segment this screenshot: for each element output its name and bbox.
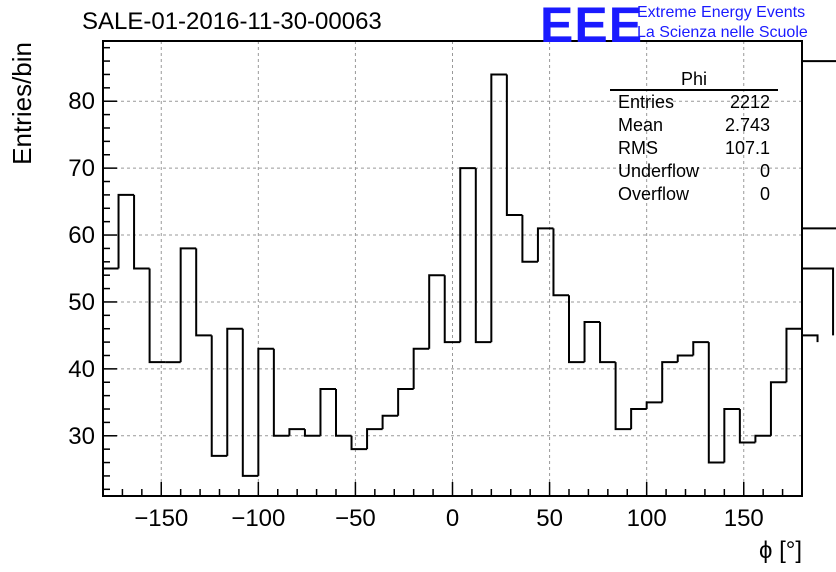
stats-label: Overflow bbox=[618, 184, 690, 204]
histogram-bin bbox=[630, 408, 647, 430]
histogram-bins bbox=[103, 60, 836, 477]
histogram-bin bbox=[474, 168, 492, 344]
histogram-bin bbox=[148, 268, 166, 364]
chart-title: SALE-01-2016-11-30-00063 bbox=[82, 8, 382, 35]
histogram-bin bbox=[552, 228, 569, 297]
histogram-bin bbox=[303, 429, 321, 437]
x-tick-label: −100 bbox=[231, 505, 285, 532]
y-tick-label: 40 bbox=[68, 356, 95, 383]
eee-logo: EEE bbox=[540, 0, 644, 53]
histogram-bin bbox=[335, 388, 352, 437]
histogram-bin bbox=[754, 434, 771, 443]
histogram-bin bbox=[443, 275, 461, 344]
y-tick-label: 50 bbox=[68, 289, 95, 316]
x-tick-label: 0 bbox=[446, 505, 459, 532]
histogram-bin bbox=[428, 274, 445, 349]
histogram-bin bbox=[505, 74, 523, 216]
stats-row-underflow: Underflow 0 bbox=[610, 160, 778, 183]
stats-value: 2212 bbox=[729, 92, 770, 112]
y-tick-label: 60 bbox=[68, 222, 95, 249]
histogram-bin bbox=[366, 428, 383, 450]
histogram-bin bbox=[723, 408, 740, 463]
stats-row-overflow: Overflow 0 bbox=[610, 183, 778, 206]
histogram-bin bbox=[459, 167, 476, 343]
histogram-bin bbox=[676, 354, 694, 363]
x-tick-label: 150 bbox=[724, 505, 764, 532]
axis-labels: −150 −100 −50 0 50 100 150 30 40 50 60 70 80 ϕ [°] Ent… bbox=[7, 42, 802, 564]
stats-value: 107.1 bbox=[724, 138, 770, 158]
y-tick-label: 30 bbox=[68, 423, 95, 450]
y-tick-label: 80 bbox=[68, 88, 95, 115]
histogram-bin bbox=[381, 414, 399, 430]
histogram-bin bbox=[521, 214, 538, 263]
histogram-bin bbox=[614, 362, 632, 431]
axis-ticks bbox=[102, 46, 803, 496]
stats-value: 0 bbox=[759, 184, 770, 204]
stats-name: Phi bbox=[610, 69, 778, 91]
histogram-bin bbox=[133, 194, 150, 270]
histogram-bin bbox=[210, 335, 228, 457]
histogram-bin bbox=[802, 227, 836, 230]
y-axis-label: Entries/bin bbox=[7, 42, 37, 165]
histogram-bin bbox=[117, 193, 135, 269]
histogram-bin bbox=[241, 328, 259, 477]
stats-row-entries: Entries 2212 bbox=[610, 91, 778, 114]
histogram-bin bbox=[397, 387, 414, 416]
histogram-bin bbox=[645, 401, 663, 410]
histogram-bin bbox=[802, 60, 836, 63]
x-tick-label: −50 bbox=[335, 505, 376, 532]
x-tick-label: −150 bbox=[134, 505, 188, 532]
histogram-bin bbox=[179, 247, 197, 363]
histogram-bin bbox=[583, 321, 601, 363]
histogram-bin bbox=[226, 327, 243, 456]
x-tick-label: 50 bbox=[536, 505, 563, 532]
logo-subtitle-1: Extreme Energy Events bbox=[637, 4, 806, 21]
histogram-bin bbox=[785, 327, 802, 383]
histogram-bin bbox=[490, 73, 507, 343]
histogram-bin bbox=[288, 428, 305, 436]
stats-value: 2.743 bbox=[724, 115, 770, 135]
stats-label: Entries bbox=[618, 92, 675, 112]
histogram-bin bbox=[769, 381, 787, 436]
x-tick-label: 100 bbox=[627, 505, 667, 532]
histogram-bin bbox=[661, 361, 678, 403]
stats-label: RMS bbox=[618, 138, 658, 158]
histogram-bin bbox=[319, 387, 336, 436]
stats-label: Underflow bbox=[618, 161, 700, 181]
y-tick-label: 70 bbox=[68, 155, 95, 182]
stats-row-rms: RMS 107.1 bbox=[610, 137, 778, 160]
histogram-bin bbox=[568, 295, 585, 364]
stats-label: Mean bbox=[618, 115, 664, 135]
logo-subtitle-2: La Scienza nelle Scuole bbox=[637, 24, 808, 41]
histogram-bin bbox=[802, 267, 835, 336]
histogram-bin bbox=[257, 347, 274, 476]
stats-value: 0 bbox=[759, 161, 770, 181]
histogram-bin bbox=[272, 348, 290, 437]
grid-layer bbox=[103, 41, 802, 496]
histogram-bin bbox=[350, 435, 368, 451]
histogram-bin bbox=[802, 334, 819, 343]
histogram-bin bbox=[707, 342, 725, 464]
histogram-bin bbox=[599, 322, 616, 364]
x-axis-label: ϕ [°] bbox=[759, 537, 802, 564]
histogram-bin bbox=[692, 341, 709, 356]
stats-row-mean: Mean 2.743 bbox=[610, 114, 778, 137]
histogram-bin bbox=[195, 248, 212, 337]
histogram-bin bbox=[412, 347, 430, 389]
histogram-bin bbox=[738, 409, 756, 444]
stats-box: Phi Entries 2212 Mean 2.743 RMS 107.1 Un… bbox=[610, 69, 778, 206]
histogram-bin bbox=[536, 227, 554, 262]
